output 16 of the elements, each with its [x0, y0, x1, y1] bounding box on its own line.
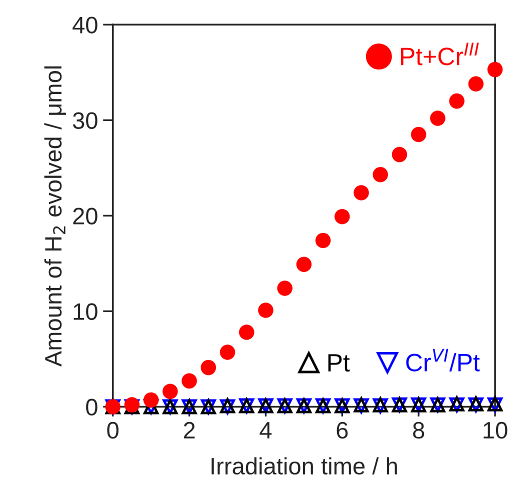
- y-tick-label: 0: [86, 398, 98, 416]
- y-tick-label: 30: [72, 112, 98, 129]
- x-tick-label: 8: [413, 422, 424, 439]
- x-tick-label: 0: [107, 422, 119, 439]
- y-axis-title: Amount of H$_{2}$ evolved / μmol: [44, 66, 66, 367]
- x-tick-label: 2: [184, 422, 195, 438]
- legend-label: Pt+Cr$^{III}$: [400, 42, 479, 66]
- x-tick-label: 10: [484, 422, 508, 439]
- legend-label: Pt: [328, 354, 350, 372]
- y-tick-label: 40: [72, 16, 98, 34]
- x-tick-label: 6: [336, 422, 348, 439]
- y-tick-label: 10: [74, 303, 98, 320]
- x-axis-title: Irradiation time / h: [212, 457, 397, 475]
- legend-label: Cr$^{VI}$/Pt: [406, 348, 480, 372]
- y-tick-label: 20: [73, 208, 98, 224]
- x-tick-label: 4: [260, 422, 272, 438]
